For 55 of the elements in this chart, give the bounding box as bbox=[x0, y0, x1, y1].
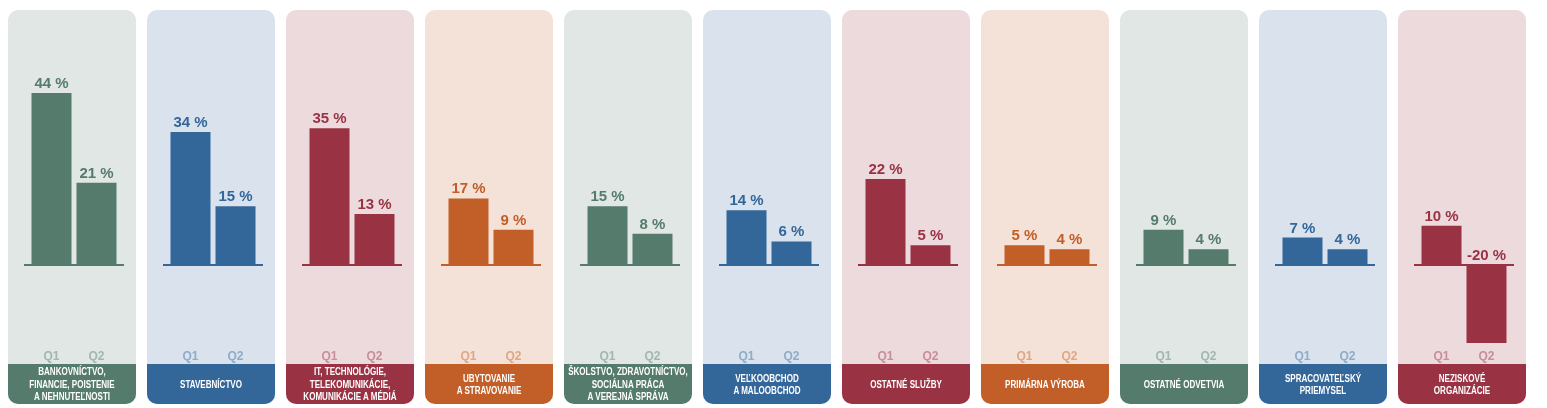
banner: NEZISKOVÉ ORGANIZÁCIE bbox=[1398, 364, 1526, 404]
x-tick-label: Q1 bbox=[1016, 348, 1033, 363]
data-label: 9 % bbox=[1150, 210, 1177, 228]
x-tick-label: Q2 bbox=[227, 348, 244, 363]
data-label: 6 % bbox=[778, 222, 805, 240]
data-label: 44 % bbox=[34, 74, 69, 91]
data-label: 17 % bbox=[451, 179, 486, 197]
data-label: 5 % bbox=[917, 226, 944, 244]
data-label: 14 % bbox=[729, 191, 764, 209]
data-label: 5 % bbox=[1011, 226, 1038, 244]
banner: BANKOVNÍCTVO, FINANCIE, POISTENIE A NEHNUTEĽNOSTI bbox=[8, 364, 136, 404]
data-label: 34 % bbox=[173, 113, 208, 131]
x-tick-label: Q2 bbox=[644, 348, 661, 363]
banner: UBYTOVANIE A STRAVOVANIE bbox=[425, 364, 553, 404]
data-label: 10 % bbox=[1424, 206, 1459, 224]
x-tick-label: Q2 bbox=[1061, 348, 1078, 363]
x-tick-label: Q2 bbox=[88, 348, 105, 363]
x-tick-label: Q1 bbox=[43, 348, 60, 363]
banner: IT, TECHNOLÓGIE, TELEKOMUNIKÁCIE, KOMUNIKÁCIE A MÉDIÁ bbox=[286, 364, 414, 404]
x-tick-label: Q2 bbox=[366, 348, 383, 363]
banner: VEĽKOOBCHOD A MALOOBCHOD bbox=[703, 364, 831, 404]
x-tick-label: Q1 bbox=[460, 348, 477, 363]
x-tick-label: Q1 bbox=[738, 348, 755, 363]
x-tick-label: Q1 bbox=[321, 348, 338, 363]
banner: ŠKOLSTVO, ZDRAVOTNÍCTVO, SOCIÁLNA PRÁCA A VEREJNÁ SPRÁVA bbox=[564, 364, 692, 404]
data-label: 4 % bbox=[1334, 230, 1361, 248]
banner: SPRACOVATEĽSKÝ PRIEMYSEL bbox=[1259, 364, 1387, 404]
x-tick-label: Q2 bbox=[783, 348, 800, 363]
x-tick-label: Q2 bbox=[1339, 348, 1356, 363]
data-label: 8 % bbox=[639, 214, 666, 232]
data-label: 15 % bbox=[590, 187, 625, 205]
x-tick-label: Q2 bbox=[922, 348, 939, 363]
x-tick-label: Q1 bbox=[877, 348, 894, 363]
data-label: -20 % bbox=[1466, 245, 1507, 263]
x-tick-label: Q2 bbox=[1200, 348, 1217, 363]
x-tick-label: Q1 bbox=[1294, 348, 1311, 363]
x-tick-label: Q2 bbox=[1478, 348, 1495, 363]
banner: OSTATNÉ ODVETVIA bbox=[1120, 364, 1248, 404]
data-label: 13 % bbox=[357, 195, 392, 213]
data-label: 9 % bbox=[500, 210, 527, 228]
data-label: 4 % bbox=[1195, 230, 1222, 248]
data-label: 7 % bbox=[1289, 218, 1316, 236]
banner: PRIMÁRNA VÝROBA bbox=[981, 364, 1109, 404]
x-tick-label: Q1 bbox=[1155, 348, 1172, 363]
banner: STAVEBNÍCTVO bbox=[147, 364, 275, 404]
x-tick-label: Q1 bbox=[599, 348, 616, 363]
data-label: 21 % bbox=[79, 163, 114, 181]
x-tick-label: Q2 bbox=[505, 348, 522, 363]
banner: OSTATNÉ SLUŽBY bbox=[842, 364, 970, 404]
data-label: 15 % bbox=[218, 187, 253, 205]
x-tick-label: Q1 bbox=[182, 348, 199, 363]
x-tick-label: Q1 bbox=[1433, 348, 1450, 363]
data-label: 35 % bbox=[312, 109, 347, 127]
data-label: 22 % bbox=[868, 159, 903, 177]
data-label: 4 % bbox=[1056, 230, 1083, 248]
